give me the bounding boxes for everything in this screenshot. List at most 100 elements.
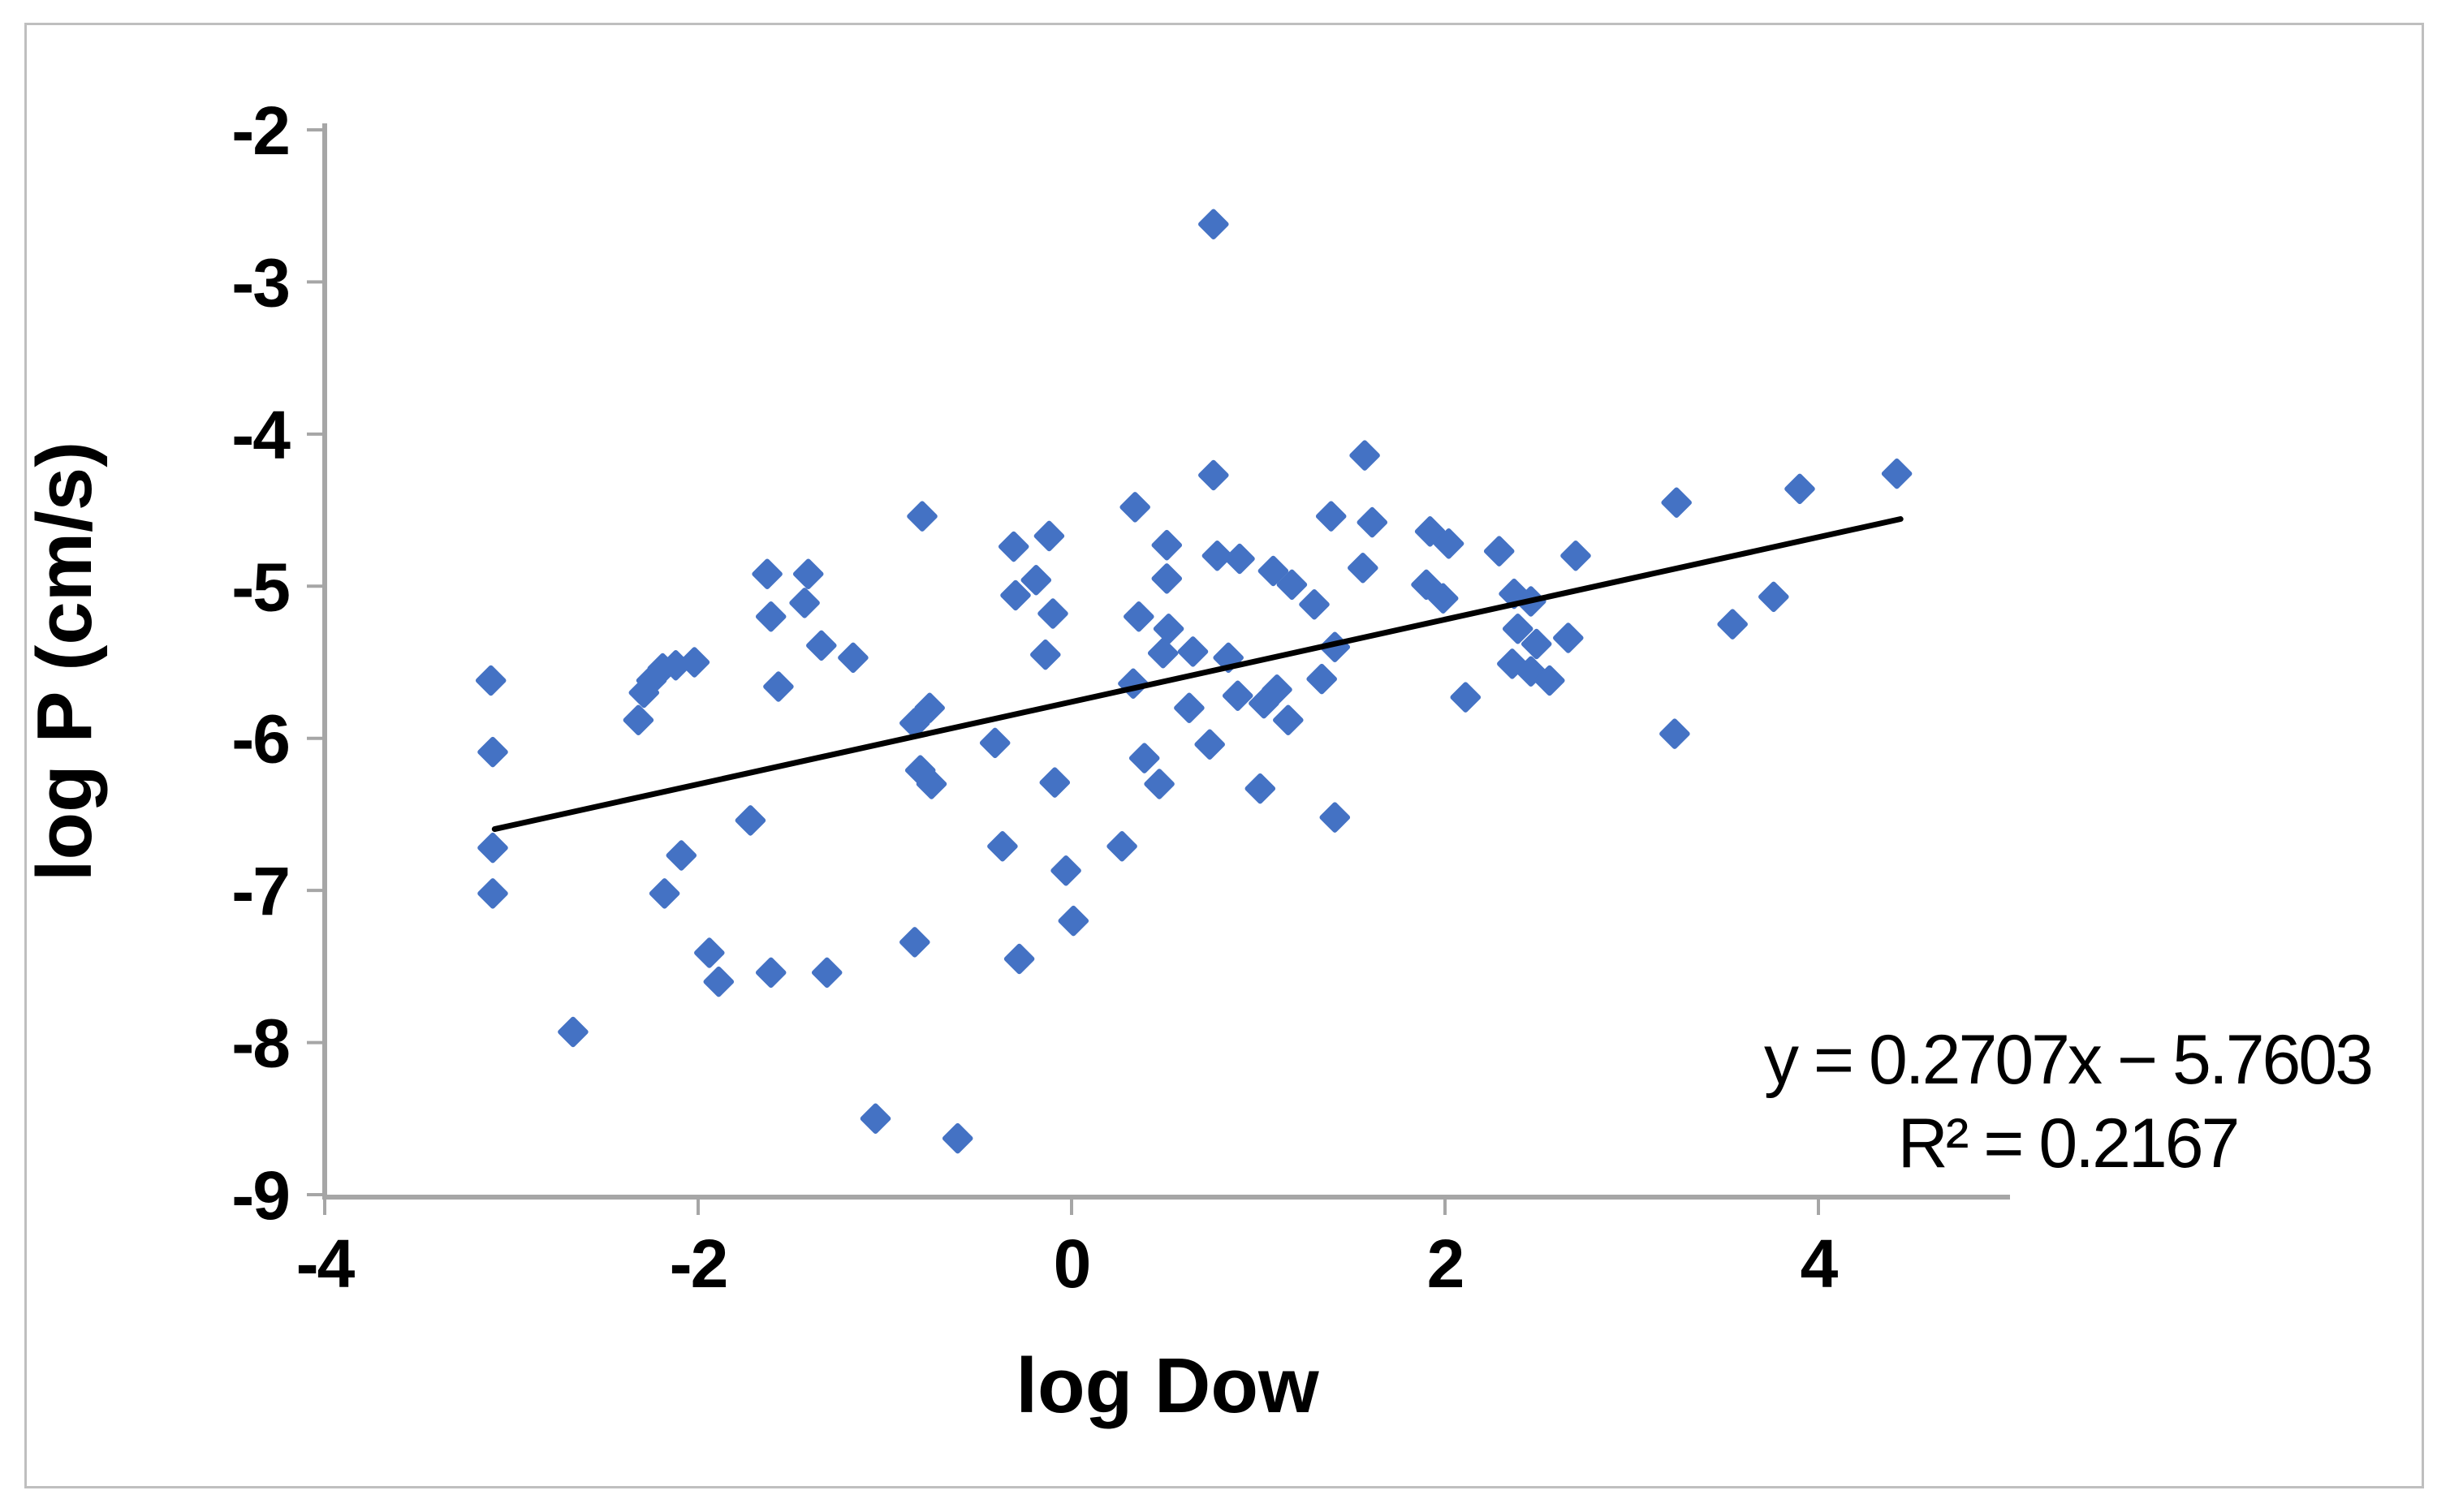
scatter-point	[1249, 687, 1279, 719]
scatter-points-layer	[475, 209, 1913, 1154]
scatter-point	[1033, 520, 1065, 552]
scatter-point	[1128, 743, 1160, 773]
scatter-point	[1106, 831, 1137, 862]
scatter-point	[1177, 636, 1209, 667]
x-tick-label: -2	[670, 1226, 727, 1302]
scatter-point	[979, 727, 1011, 759]
scatter-point	[694, 937, 725, 968]
scatter-point	[1153, 614, 1184, 644]
scatter-point	[666, 840, 697, 871]
scatter-point	[987, 831, 1018, 862]
scatter-point	[1273, 704, 1304, 735]
scatter-point	[703, 966, 735, 997]
axes-layer: -2-3-4-5-6-7-8-9-4 -2 0 2 4	[231, 93, 2010, 1302]
scatter-point	[1520, 628, 1552, 660]
scatter-point	[1659, 718, 1690, 749]
scatter-point	[1037, 598, 1068, 629]
scatter-point	[1174, 692, 1205, 723]
scatter-point	[1553, 622, 1584, 653]
scatter-point	[1502, 614, 1533, 644]
scatter-point	[1003, 943, 1035, 975]
trendline-r2-label: R² = 0.2167	[1898, 1105, 2238, 1182]
scatter-point	[1276, 569, 1308, 601]
scatter-point	[1319, 802, 1351, 833]
scatter-point	[1758, 581, 1789, 613]
y-axis-title: log P (cm/s)	[21, 442, 108, 881]
scatter-point	[1058, 905, 1089, 937]
y-tick-label: -7	[231, 853, 289, 929]
scatter-point	[811, 957, 843, 989]
x-tick-label: 2	[1427, 1226, 1464, 1302]
scatter-point	[1030, 639, 1061, 670]
scatter-point	[475, 665, 507, 696]
scatter-point	[649, 878, 680, 909]
scatter-point	[1306, 663, 1337, 695]
x-tick-label: 0	[1054, 1226, 1090, 1302]
scatter-point	[1119, 492, 1150, 523]
trendline-equation-label: y = 0.2707x − 5.7603	[1764, 1021, 2371, 1099]
scatter-point	[755, 601, 787, 632]
scatter-point	[1050, 855, 1081, 886]
scatter-point	[942, 1122, 973, 1154]
trendline	[491, 516, 1904, 833]
scatter-point	[914, 692, 945, 723]
scatter-point	[1784, 473, 1815, 505]
scatter-point	[752, 558, 783, 590]
scatter-point	[1427, 583, 1459, 614]
scatter-point	[1194, 729, 1225, 760]
scatter-point	[477, 736, 508, 768]
scatter-point	[1315, 501, 1347, 532]
scatter-point	[763, 671, 794, 702]
scatter-point	[1661, 487, 1692, 518]
y-tick-label: -2	[231, 93, 289, 169]
scatter-point	[679, 647, 710, 678]
scatter-point	[1151, 529, 1183, 561]
scatter-point	[1244, 773, 1276, 804]
scatter-point	[1257, 555, 1289, 587]
scatter-point	[1222, 680, 1253, 711]
scatter-point	[1039, 767, 1071, 798]
scatter-point	[998, 531, 1029, 562]
scatter-point	[838, 642, 869, 674]
trendline-layer	[491, 516, 1904, 833]
scatter-point	[1201, 541, 1233, 571]
scatter-point	[1483, 536, 1515, 566]
x-tick-label: 4	[1801, 1226, 1839, 1302]
scatter-point	[477, 878, 508, 909]
scatter-point	[1000, 579, 1031, 611]
scatter-point	[1450, 682, 1482, 713]
scatter-point	[792, 558, 824, 590]
scatter-point	[1881, 458, 1913, 489]
scatter-point	[1357, 506, 1388, 538]
scatter-point	[1144, 769, 1175, 799]
scatter-point	[1198, 209, 1229, 239]
scatter-point	[1299, 589, 1330, 620]
scatter-point	[1124, 601, 1154, 632]
figure-border	[24, 23, 2424, 1488]
y-tick-label: -6	[231, 701, 289, 778]
scatter-point	[806, 630, 837, 661]
scatter-point	[1348, 553, 1378, 584]
scatter-point	[1717, 609, 1748, 640]
x-tick-label: -4	[296, 1226, 356, 1302]
scatter-point	[916, 769, 947, 799]
scatter-point	[1534, 665, 1565, 696]
scatter-point	[1560, 541, 1591, 571]
y-tick-label: -9	[231, 1157, 289, 1234]
scatter-point	[1147, 638, 1179, 669]
scatter-point	[477, 832, 508, 864]
y-tick-label: -4	[231, 397, 291, 473]
scatter-point	[1198, 459, 1229, 491]
scatter-point	[1151, 563, 1183, 594]
y-tick-label: -3	[231, 244, 289, 321]
scatter-point	[1433, 528, 1464, 559]
scatter-point	[899, 927, 930, 958]
x-axis-title: log Dow	[1016, 1342, 1319, 1429]
scatter-point	[623, 704, 654, 735]
y-tick-label: -5	[231, 549, 289, 625]
scatter-point	[1224, 543, 1255, 575]
y-tick-label: -8	[231, 1006, 289, 1082]
scatter-point	[1020, 565, 1052, 596]
